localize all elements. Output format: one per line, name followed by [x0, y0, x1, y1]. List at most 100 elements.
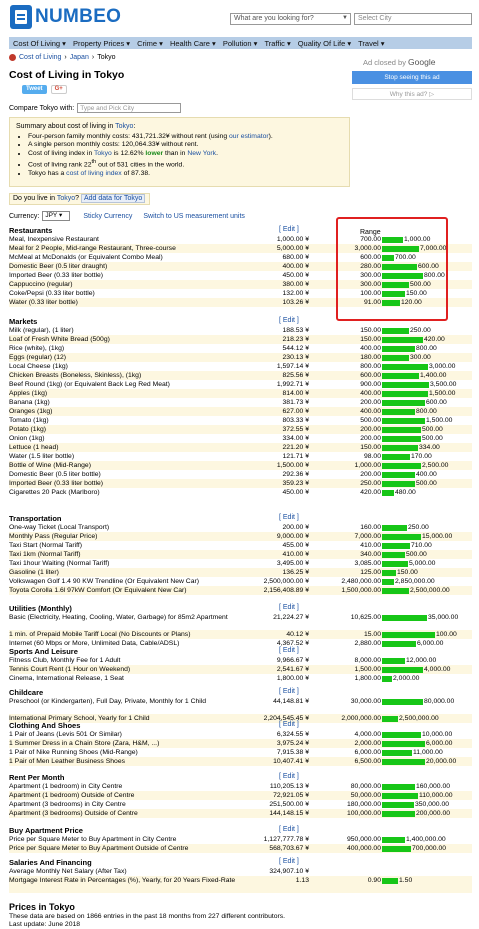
range-low: 340.00 — [360, 551, 381, 558]
range-high: 2,500,000.00 — [410, 587, 450, 594]
nav-health-care[interactable]: Health Care ▾ — [169, 38, 216, 48]
google-plus-button[interactable]: G+ — [50, 85, 67, 94]
item-price: 2,204,545.45 ¥ — [263, 715, 309, 722]
main-nav: Cost Of Living ▾ Property Prices ▾ Crime… — [9, 37, 472, 49]
breadcrumb-japan[interactable]: Japan — [69, 54, 89, 61]
range-low: 2,000,000.00 — [341, 715, 381, 722]
section-header: Rent Per Month [ Edit ] — [9, 773, 472, 782]
range-high: 1,400.00 — [420, 372, 447, 379]
range-bar — [382, 463, 421, 469]
nav-crime[interactable]: Crime ▾ — [137, 38, 163, 48]
table-row: Apartment (1 bedroom) Outside of Centre 7… — [9, 791, 472, 800]
switch-us-units-link[interactable]: Switch to US measurement units — [143, 212, 245, 220]
table-row: Fitness Club, Monthly Fee for 1 Adult 9,9… — [9, 656, 472, 665]
range-high: 2,500.00 — [422, 462, 449, 469]
numbeo-logo[interactable]: NUMBEO — [10, 5, 121, 29]
select-city-input[interactable]: Select City — [354, 13, 472, 25]
range-low: 600.00 — [360, 254, 381, 261]
prices-note: These data are based on 1866 entries in … — [9, 913, 285, 929]
range-low: 280.00 — [360, 263, 381, 270]
item-price: 627.00 ¥ — [282, 408, 309, 415]
section-header: Sports And Leisure [ Edit ] — [9, 647, 472, 656]
range-high: 480.00 — [395, 489, 416, 496]
range-high: 12,000.00 — [406, 657, 437, 664]
edit-link[interactable]: [ Edit ] — [279, 773, 299, 780]
estimator-link[interactable]: our estimator — [229, 133, 269, 140]
tokyo-link[interactable]: Tokyo — [94, 149, 112, 157]
stop-seeing-ad-button[interactable]: Stop seeing this ad — [352, 71, 472, 84]
nav-pollution[interactable]: Pollution ▾ — [222, 38, 258, 48]
currency-select[interactable]: JPY ▾ — [42, 211, 71, 221]
table-row: Domestic Beer (0.5 liter bottle) 292.36 ¥… — [9, 470, 472, 479]
item-price: 9,000.00 ¥ — [276, 533, 309, 540]
section-childcare: Childcare [ Edit ] Preschool (or Kindergar… — [9, 688, 472, 723]
item-name: Eggs (regular) (12) — [9, 354, 67, 361]
range-bar — [382, 328, 409, 334]
table-row: Imported Beer (0.33 liter bottle) 450.00 … — [9, 271, 472, 280]
range-bar — [382, 676, 392, 682]
search-input[interactable]: What are you looking for? ▼ — [230, 13, 351, 25]
item-name: One-way Ticket (Local Transport) — [9, 524, 110, 531]
nav-cost-of-living[interactable]: Cost Of Living ▾ — [13, 38, 66, 48]
section-header: Clothing And Shoes [ Edit ] — [9, 721, 472, 730]
table-row: Average Monthly Net Salary (After Tax) 32… — [9, 867, 472, 876]
tweet-button[interactable]: Tweet — [22, 85, 47, 94]
range-header: Range — [360, 229, 381, 236]
item-name: 1 Summer Dress in a Chain Store (Zara, H… — [9, 740, 160, 747]
edit-link[interactable]: [ Edit ] — [279, 826, 299, 833]
range-high: 800.00 — [416, 408, 437, 415]
nav-traffic[interactable]: Traffic ▾ — [264, 38, 291, 48]
sticky-currency-link[interactable]: Sticky Currency — [83, 212, 133, 220]
compare-city-input[interactable]: Type and Pick City — [77, 103, 182, 113]
edit-link[interactable]: [ Edit ] — [279, 688, 299, 695]
table-row: Taxi 1hour Waiting (Normal Tariff) 3,495.… — [9, 559, 472, 568]
why-this-ad-button[interactable]: Why this ad? ▷ — [352, 88, 472, 100]
item-name: Meal for 2 People, Mid-range Restaurant,… — [9, 245, 176, 252]
item-name: Taxi 1hour Waiting (Normal Tariff) — [9, 560, 110, 567]
item-price: 410.00 ¥ — [282, 551, 309, 558]
live-city-link[interactable]: Tokyo — [56, 195, 76, 202]
item-name: Oranges (1kg) — [9, 408, 53, 415]
summary-city-link[interactable]: Tokyo — [115, 123, 134, 130]
prices-note-entries: These data are based on 1866 entries in … — [9, 913, 286, 920]
range-low: 500.00 — [360, 417, 381, 424]
table-row: 1 Pair of Nike Running Shoes (Mid-Range)… — [9, 748, 472, 757]
breadcrumb-cost-of-living[interactable]: Cost of Living — [19, 54, 62, 61]
range-low: 180.00 — [360, 354, 381, 361]
edit-link[interactable]: [ Edit ] — [279, 647, 299, 654]
new-york-link[interactable]: New York — [187, 149, 217, 157]
range-bar — [382, 300, 400, 306]
item-price: 132.00 ¥ — [282, 290, 309, 297]
nav-travel[interactable]: Travel ▾ — [358, 38, 385, 48]
range-high: 500.00 — [422, 435, 443, 442]
range-bar — [382, 811, 415, 817]
item-name: Milk (regular), (1 liter) — [9, 327, 74, 334]
item-price: 136.25 ¥ — [282, 569, 309, 576]
item-price: 381.73 ¥ — [282, 399, 309, 406]
item-price: 324,907.10 ¥ — [269, 868, 309, 875]
edit-link[interactable]: [ Edit ] — [279, 226, 299, 233]
range-high: 80,000.00 — [424, 698, 455, 705]
item-price: 200.00 ¥ — [282, 524, 309, 531]
edit-link[interactable]: [ Edit ] — [279, 721, 299, 728]
nav-property-prices[interactable]: Property Prices ▾ — [72, 38, 131, 48]
compare-placeholder: Type and Pick City — [80, 105, 135, 112]
edit-link[interactable]: [ Edit ] — [279, 858, 299, 865]
table-row: Water (1.5 liter bottle) 121.71 ¥ 98.00 170… — [9, 452, 472, 461]
range-bar — [382, 481, 415, 487]
edit-link[interactable]: [ Edit ] — [279, 604, 299, 611]
breadcrumb-tokyo: Tokyo — [97, 54, 116, 61]
range-low: 0.90 — [367, 877, 381, 884]
nav-quality-of-life[interactable]: Quality Of Life ▾ — [297, 38, 352, 48]
item-price: 110,205.13 ¥ — [269, 783, 309, 790]
item-name: Cinema, International Release, 1 Seat — [9, 675, 124, 682]
edit-link[interactable]: [ Edit ] — [279, 514, 299, 521]
table-row: Rice (white), (1kg) 544.12 ¥ 400.00 800.00 — [9, 344, 472, 353]
cost-of-living-index-link[interactable]: cost of living index — [66, 169, 122, 177]
item-name: 1 min. of Prepaid Mobile Tariff Local (N… — [9, 631, 191, 638]
ad-closed-text: Ad closed by Google — [363, 57, 436, 67]
add-data-button[interactable]: Add data for Tokyo — [81, 194, 146, 203]
range-bar — [382, 472, 415, 478]
range-low: 180,000.00 — [346, 801, 381, 808]
edit-link[interactable]: [ Edit ] — [279, 317, 299, 324]
